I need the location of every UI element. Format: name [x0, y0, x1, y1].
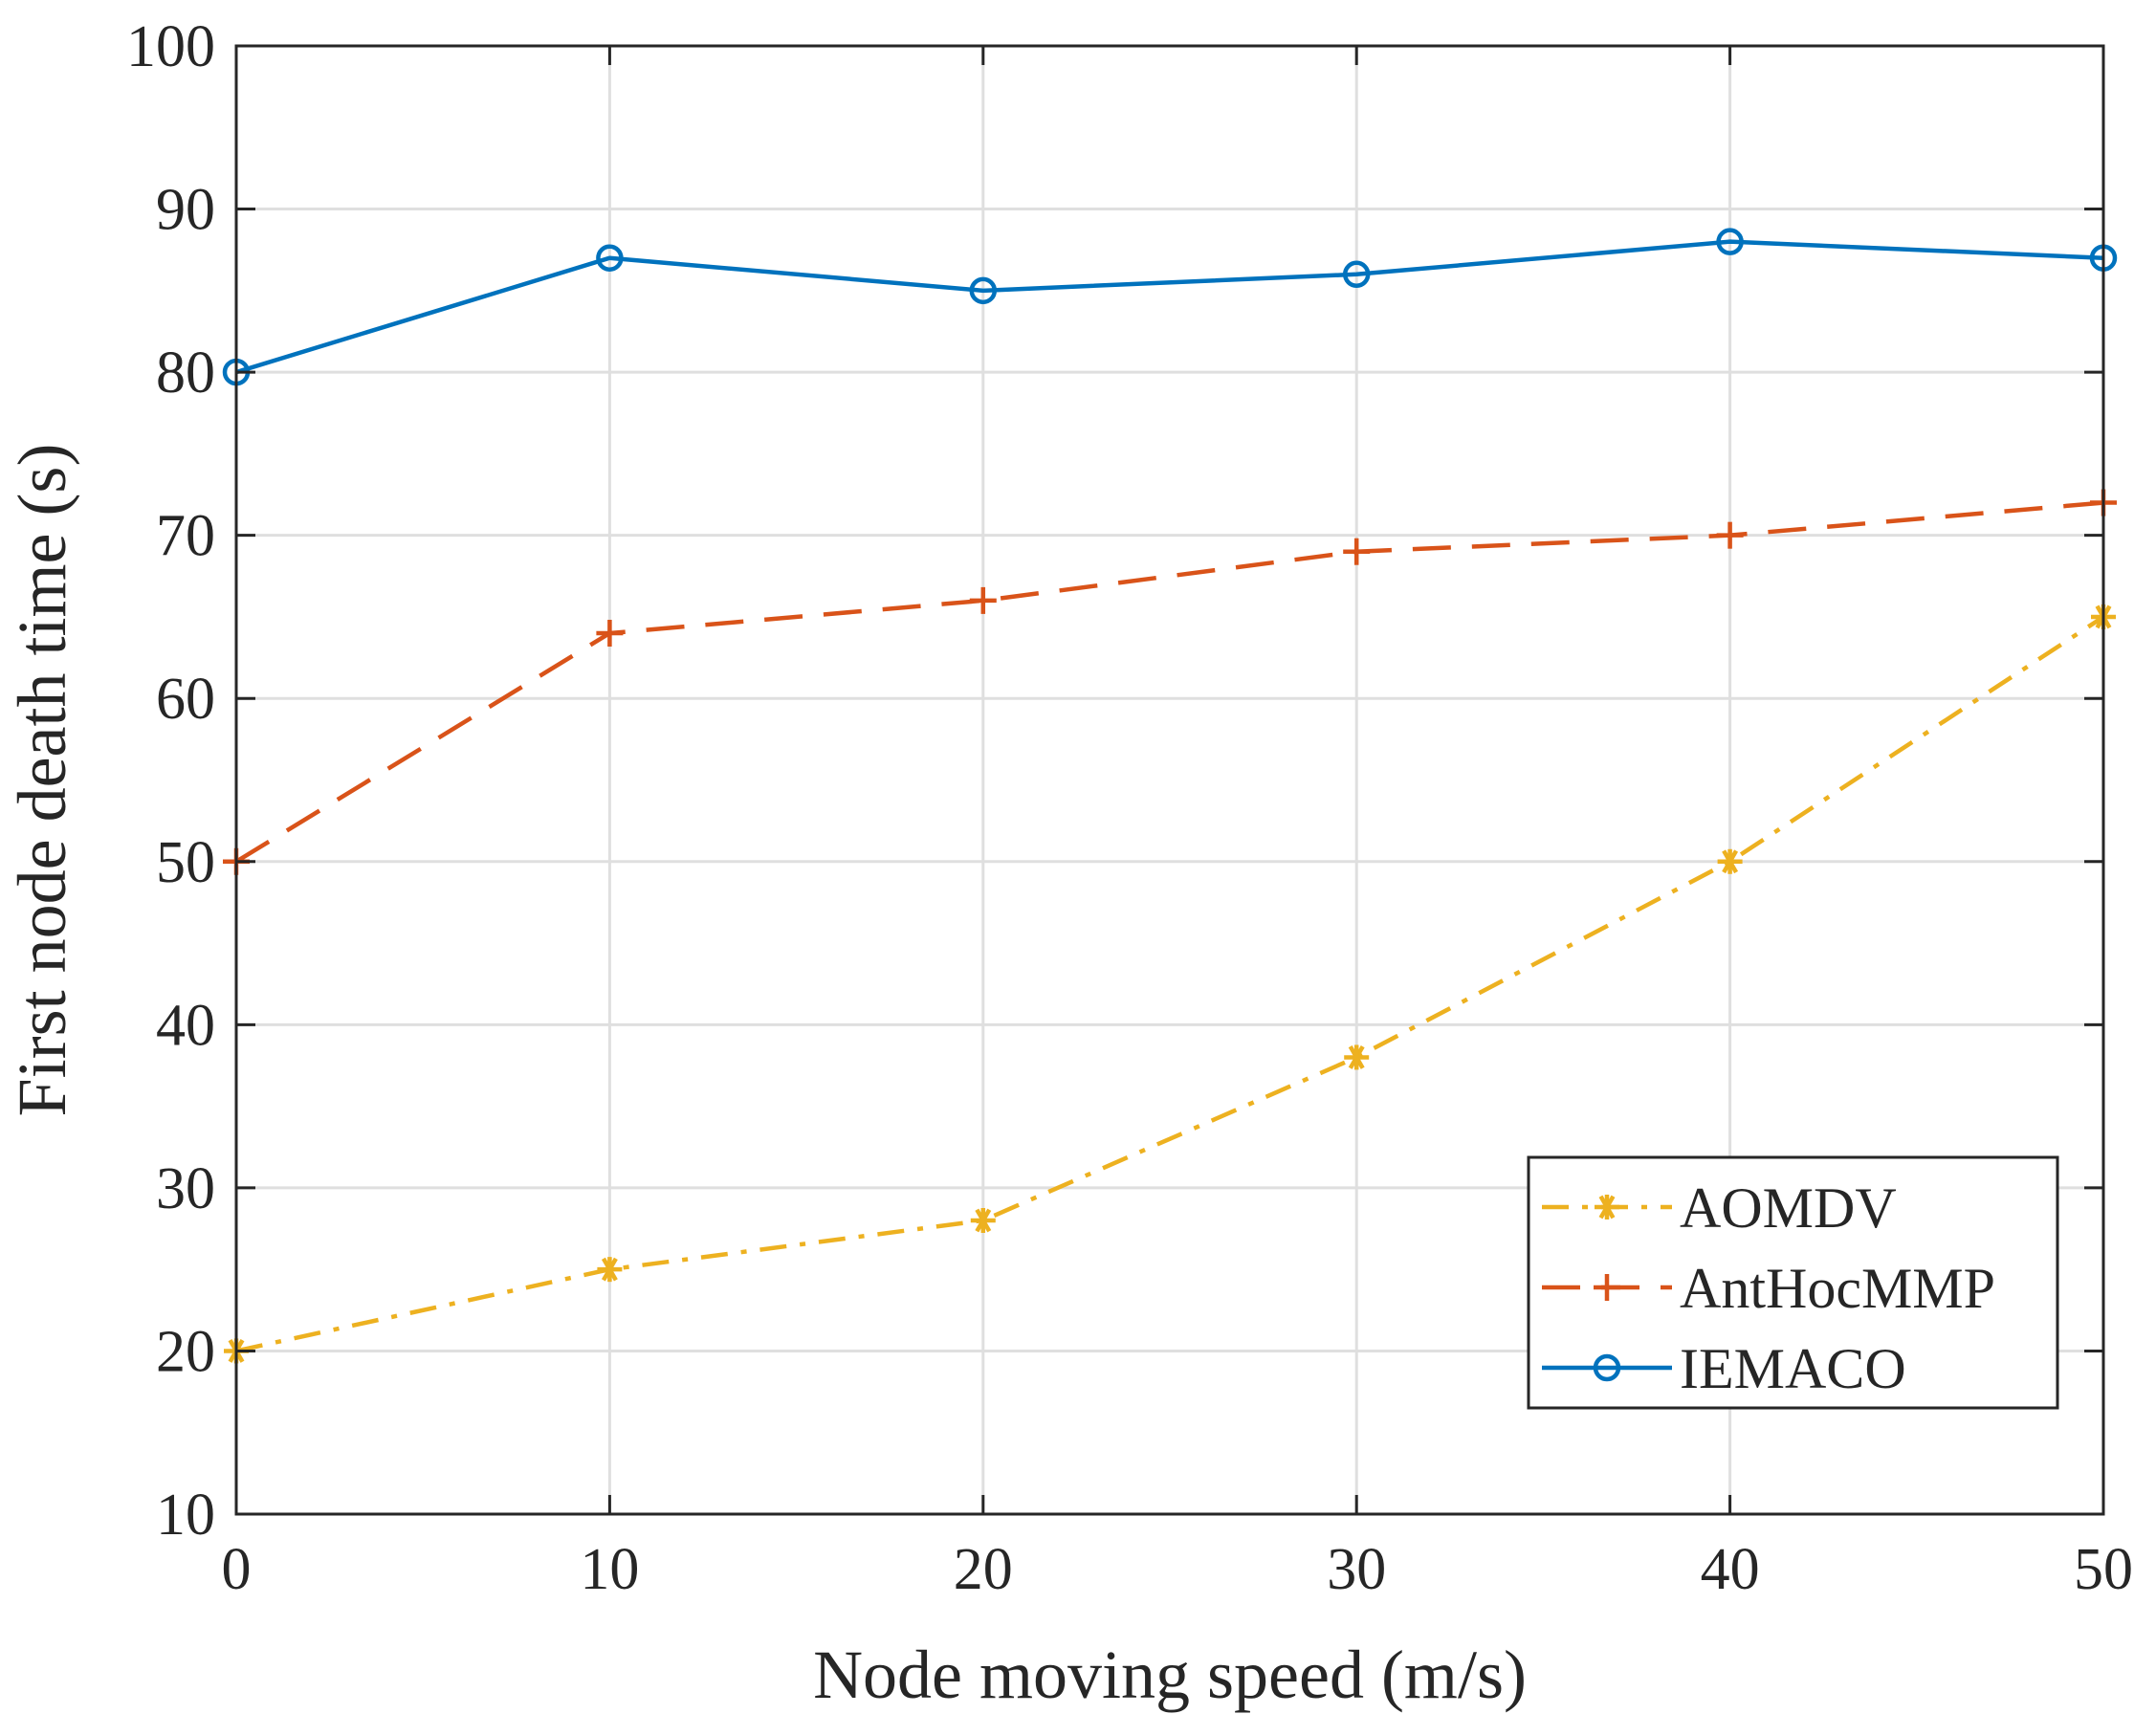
data-point-aomdv — [1717, 848, 1743, 874]
data-point-iemaco — [969, 276, 998, 305]
marker-circle — [1342, 260, 1371, 289]
legend: AOMDV AntHocMMP IEMACO — [1527, 1155, 2059, 1410]
data-point-anthocmmp — [1716, 521, 1744, 549]
x-tick-label: 30 — [1327, 1537, 1386, 1602]
y-tick-label: 50 — [156, 830, 215, 895]
y-tick-label: 80 — [156, 341, 215, 406]
marker-circle — [596, 244, 624, 272]
y-tick-label: 30 — [156, 1156, 215, 1221]
y-tick-label: 100 — [126, 14, 215, 79]
data-point-iemaco — [1342, 260, 1371, 289]
grid — [234, 44, 2105, 1516]
legend-marker — [1595, 1195, 1619, 1220]
y-axis-label: First node death time (s) — [4, 444, 80, 1117]
x-tick-label: 10 — [580, 1537, 639, 1602]
y-tick-label: 20 — [156, 1319, 215, 1384]
marker-circle — [1593, 1353, 1621, 1382]
data-point-aomdv — [597, 1257, 623, 1283]
legend-marker — [1593, 1353, 1621, 1382]
series-line-anthocmmp — [234, 500, 2104, 864]
y-tick-label: 10 — [156, 1483, 215, 1548]
axes — [234, 44, 2105, 1516]
series-layer — [222, 228, 2118, 1364]
x-tick-label: 0 — [222, 1537, 252, 1602]
axes-box — [234, 44, 2105, 1516]
legend-label: AOMDV — [1680, 1176, 1897, 1240]
data-point-aomdv — [970, 1208, 996, 1233]
y-tick-label: 70 — [156, 504, 215, 569]
y-tick-label: 60 — [156, 667, 215, 732]
x-axis-label: Node moving speed (m/s) — [813, 1637, 1527, 1713]
x-tick-label: 40 — [1701, 1537, 1760, 1602]
data-point-anthocmmp — [969, 586, 997, 614]
x-tick-label: 50 — [2074, 1537, 2133, 1602]
x-tick-label: 20 — [954, 1537, 1013, 1602]
data-point-iemaco — [596, 244, 624, 272]
data-point-anthocmmp — [1343, 538, 1371, 565]
legend-marker — [1594, 1274, 1620, 1301]
marker-circle — [1716, 228, 1744, 255]
series-iemaco — [222, 228, 2118, 386]
y-tick-label: 40 — [156, 993, 215, 1058]
data-point-anthocmmp — [596, 620, 624, 647]
legend-label: IEMACO — [1680, 1337, 1906, 1400]
marker-circle — [969, 276, 998, 305]
series-line-aomdv — [235, 615, 2105, 1353]
y-tick-label: 90 — [156, 178, 215, 243]
legend-item-iemaco: IEMACO — [1542, 1337, 1906, 1400]
data-point-aomdv — [1344, 1044, 1370, 1070]
series-line-iemaco — [235, 239, 2104, 375]
series-aomdv — [224, 604, 2116, 1364]
legend-item-anthocmmp: AntHocMMP — [1542, 1257, 1995, 1320]
data-point-iemaco — [1716, 228, 1744, 255]
legend-item-aomdv: AOMDV — [1542, 1176, 1897, 1240]
legend-label: AntHocMMP — [1680, 1257, 1995, 1320]
